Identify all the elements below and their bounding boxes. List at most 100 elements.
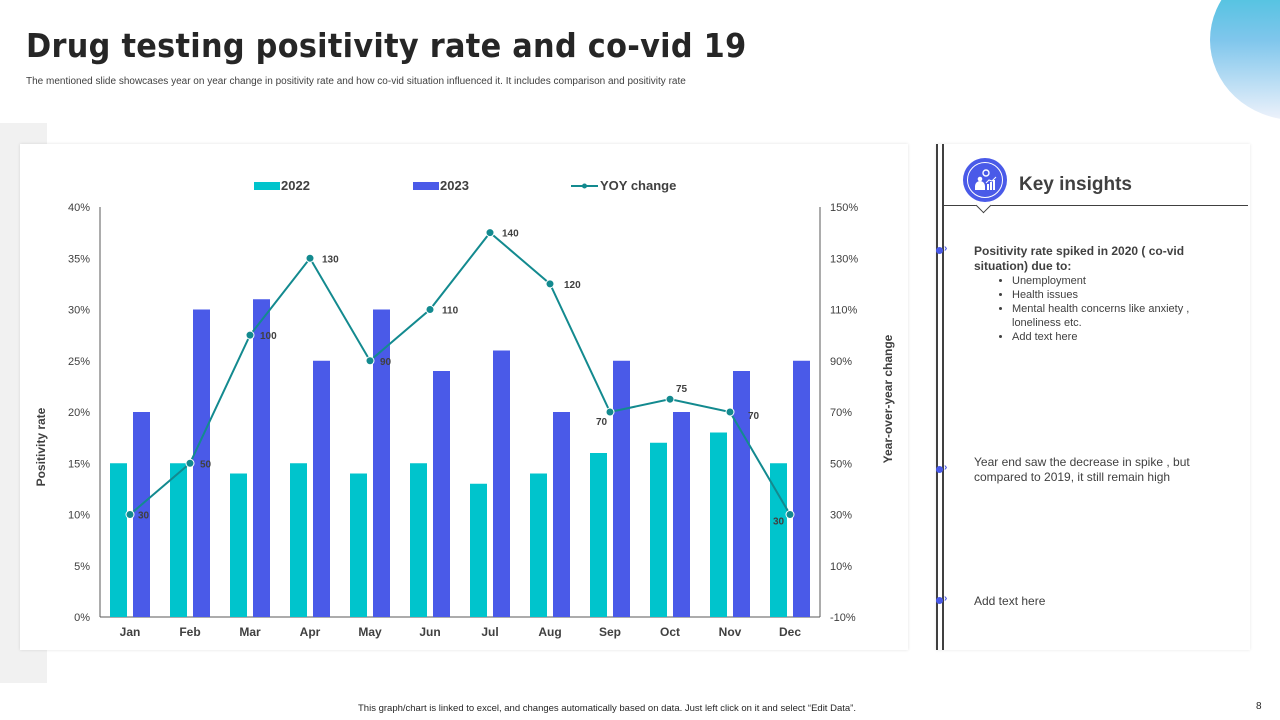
- chevron-right-icon: ›: [944, 593, 948, 604]
- yoy-point: [305, 253, 315, 263]
- x-tick-label: Dec: [779, 625, 801, 639]
- timeline-marker-2: ›: [936, 462, 950, 474]
- yoy-point: [545, 279, 555, 289]
- bar-2022: [290, 463, 307, 617]
- yoy-point: [485, 228, 495, 238]
- insight-1-heading: Positivity rate spiked in 2020 ( co-vid …: [974, 244, 1185, 273]
- x-tick-label: Apr: [300, 625, 321, 639]
- yoy-data-label: 30: [773, 517, 785, 528]
- legend-label-2022: 2022: [281, 178, 310, 193]
- page-subtitle: The mentioned slide showcases year on ye…: [26, 76, 686, 87]
- x-tick-label: Aug: [538, 625, 561, 639]
- y-tick-label: 40%: [68, 202, 90, 214]
- yoy-point: [245, 330, 255, 340]
- y2-tick-label: 30%: [830, 510, 852, 522]
- y2-tick-label: 90%: [830, 356, 852, 368]
- y2-tick-label: 10%: [830, 561, 852, 573]
- y2-axis-title: Year-over-year change: [881, 334, 895, 463]
- yoy-point: [665, 394, 675, 404]
- x-tick-label: Mar: [239, 625, 261, 639]
- y-tick-label: 10%: [68, 510, 90, 522]
- key-insights-panel: Key insights › Positivity rate spiked in…: [936, 144, 1250, 650]
- y2-tick-label: 150%: [830, 202, 858, 214]
- insight-item-2: Year end saw the decrease in spike , but…: [974, 455, 1190, 484]
- bar-2023: [493, 350, 510, 617]
- decorative-circle: [1210, 0, 1280, 120]
- bar-2023: [673, 412, 690, 617]
- y2-tick-label: 50%: [830, 458, 852, 470]
- bar-2022: [710, 432, 727, 617]
- y-tick-label: 5%: [74, 561, 90, 573]
- x-tick-label: Jan: [120, 625, 141, 639]
- yoy-data-label: 130: [322, 254, 339, 265]
- bar-2023: [133, 412, 150, 617]
- y-tick-label: 20%: [68, 407, 90, 419]
- bar-2023: [373, 309, 390, 617]
- insight-bullet: Unemployment: [1012, 274, 1234, 288]
- insight-bullet: Health issues: [1012, 288, 1234, 302]
- insight-item-1: Positivity rate spiked in 2020 ( co-vid …: [974, 244, 1234, 344]
- bar-2022: [110, 463, 127, 617]
- x-tick-label: Jul: [481, 625, 498, 639]
- x-tick-label: Feb: [179, 625, 200, 639]
- page-number: 8: [1256, 701, 1262, 712]
- y2-tick-label: 110%: [830, 305, 858, 317]
- bar-2022: [230, 473, 247, 617]
- yoy-point: [725, 407, 735, 417]
- person-chart-glyph-icon: [975, 169, 997, 190]
- yoy-data-label: 110: [442, 306, 459, 317]
- insight-bullet: Mental health concerns like anxiety , lo…: [1012, 302, 1234, 330]
- bar-2023: [193, 309, 210, 617]
- bar-2022: [650, 442, 667, 617]
- y-tick-label: 30%: [68, 305, 90, 317]
- y2-tick-label: -10%: [830, 612, 856, 624]
- bar-2023: [553, 412, 570, 617]
- y-tick-label: 15%: [68, 458, 90, 470]
- yoy-data-label: 50: [200, 459, 212, 470]
- legend-label-2023: 2023: [440, 178, 469, 193]
- yoy-data-label: 30: [138, 511, 150, 522]
- footer-note: This graph/chart is linked to excel, and…: [358, 703, 856, 714]
- x-tick-label: Oct: [660, 625, 680, 639]
- insight-item-3: Add text here: [974, 594, 1046, 608]
- yoy-point: [425, 305, 435, 314]
- insights-header-divider: [944, 205, 1248, 206]
- yoy-point: [365, 356, 375, 366]
- bar-2023: [253, 299, 270, 617]
- y2-tick-label: 70%: [830, 407, 852, 419]
- yoy-data-label: 90: [380, 357, 392, 368]
- legend-swatch-2022: [254, 182, 280, 190]
- chevron-right-icon: ›: [944, 243, 948, 254]
- yoy-data-label: 120: [564, 280, 581, 291]
- page-title: Drug testing positivity rate and co-vid …: [26, 26, 747, 65]
- insight-bullet: Add text here: [1012, 330, 1234, 344]
- bar-2022: [350, 473, 367, 617]
- chevron-right-icon: ›: [944, 462, 948, 473]
- x-tick-label: Jun: [419, 625, 440, 639]
- y2-tick-label: 130%: [830, 253, 858, 265]
- combo-chart[interactable]: 2022 2023 YOY change Positivity rate Yea…: [20, 144, 908, 650]
- chart-card[interactable]: 2022 2023 YOY change Positivity rate Yea…: [20, 144, 908, 650]
- bar-2022: [470, 483, 487, 617]
- bar-2022: [530, 473, 547, 617]
- bar-2023: [733, 371, 750, 617]
- bar-2023: [433, 371, 450, 617]
- yoy-point: [185, 458, 195, 468]
- insights-title: Key insights: [1019, 174, 1132, 195]
- bar-2023: [313, 360, 330, 617]
- plot-area: 0% 5% 10% 15% 20% 25% 30% 35% 40% -10% 10% 30% 50% 70…: [68, 202, 858, 639]
- y-tick-label: 0%: [74, 612, 90, 624]
- bar-2022: [590, 453, 607, 617]
- yoy-data-label: 100: [260, 331, 277, 342]
- legend-label-yoy: YOY change: [600, 178, 676, 193]
- timeline-line-outer: [936, 144, 938, 650]
- chart-legend: 2022 2023 YOY change: [254, 178, 676, 193]
- bar-2023: [613, 360, 630, 617]
- legend-swatch-2023: [413, 182, 439, 190]
- x-tick-label: Sep: [599, 625, 621, 639]
- bar-2022: [170, 463, 187, 617]
- yoy-data-label: 75: [676, 384, 688, 395]
- yoy-data-label: 70: [596, 417, 608, 428]
- yoy-point: [605, 407, 615, 417]
- bar-2022: [410, 463, 427, 617]
